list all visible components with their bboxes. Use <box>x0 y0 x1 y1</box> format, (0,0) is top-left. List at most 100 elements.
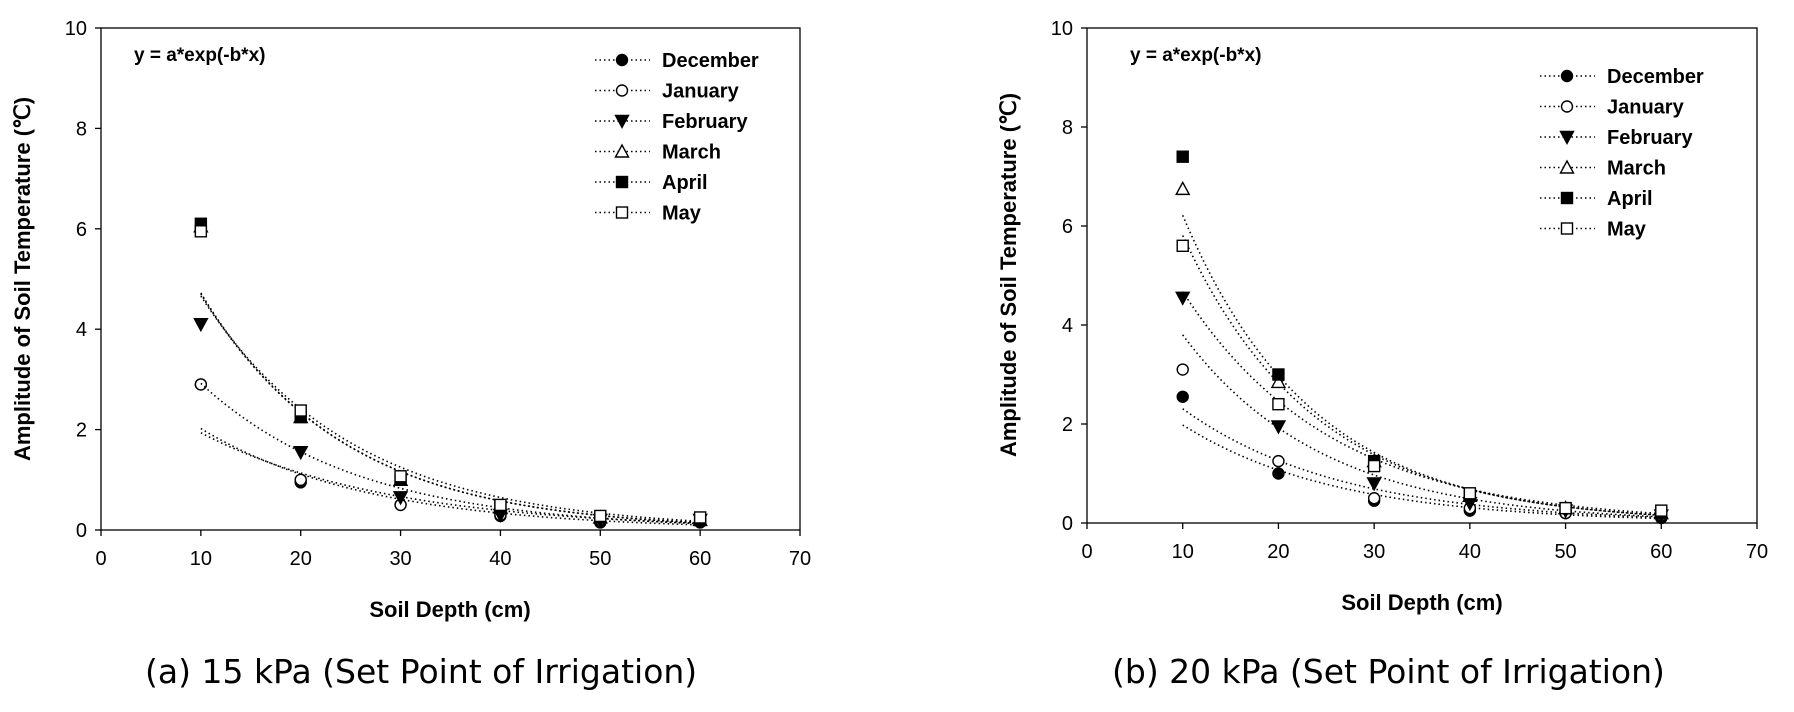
fit-curve <box>1181 235 1662 516</box>
data-point <box>294 473 307 486</box>
data-point <box>1272 398 1285 411</box>
data-point <box>1176 150 1189 163</box>
x-tick-label: 30 <box>389 548 411 570</box>
legend-marker <box>1560 191 1574 205</box>
x-axis-label: Soil Depth (cm) <box>369 597 530 622</box>
legend-item-april: April <box>595 172 708 194</box>
x-tick-label: 60 <box>1650 541 1672 563</box>
legend-marker <box>1560 100 1574 113</box>
series-january <box>1176 363 1668 522</box>
data-point <box>1463 487 1477 500</box>
legend-label: February <box>1607 127 1693 149</box>
plot-frame <box>1086 27 1758 524</box>
series-march <box>193 218 708 527</box>
data-point <box>294 404 307 417</box>
data-point <box>1655 504 1668 517</box>
equation-annotation: y = a*exp(-b*x) <box>134 45 265 66</box>
series-april <box>194 217 707 527</box>
x-axis-label: Soil Depth (cm) <box>1341 590 1502 615</box>
legend-item-may: May <box>1540 219 1647 241</box>
fit-curve <box>1182 334 1662 518</box>
caption-a: (a) 15 kPa (Set Point of Irrigation) <box>145 652 698 691</box>
legend-label: April <box>1607 188 1653 210</box>
legend-marker <box>615 53 629 67</box>
chart-b: 0 10 20 30 40 50 60 70 0 2 4 6 8 10 Soil Depth (cm) Amp… <box>996 18 1768 615</box>
chart-a: 0 10 20 30 40 50 60 70 0 2 4 6 8 10 Soil Depth (cm) Amp… <box>10 18 811 622</box>
legend-label: March <box>662 142 721 164</box>
legend-label: January <box>662 81 740 103</box>
legend-item-february: February <box>595 111 748 133</box>
data-point <box>392 491 409 506</box>
y-tick-label: 10 <box>65 18 87 40</box>
legend-marker <box>1560 69 1574 83</box>
y-tick-label: 2 <box>1062 414 1073 436</box>
y-tick-label: 10 <box>1051 18 1073 40</box>
data-point <box>1366 477 1382 492</box>
legend-marker <box>614 114 630 129</box>
x-tick-label: 0 <box>95 548 106 570</box>
legend-label: March <box>1607 158 1666 180</box>
caption-b: (b) 20 kPa (Set Point of Irrigation) <box>1112 652 1665 691</box>
x-tick-label: 70 <box>1746 541 1768 563</box>
x-tick-label: 10 <box>1172 541 1194 563</box>
y-axis-label: Amplitude of Soil Temperature (℃) <box>10 97 35 461</box>
fit-curve <box>200 293 701 524</box>
legend-label: December <box>1607 66 1704 88</box>
y-tick-label: 8 <box>76 118 87 140</box>
x-tick-label: 20 <box>290 548 312 570</box>
data-point <box>1272 368 1285 381</box>
legend-marker <box>615 175 629 189</box>
legend-label: December <box>662 50 759 72</box>
y-tick-label: 8 <box>1062 117 1073 139</box>
x-tick-label: 20 <box>1267 541 1289 563</box>
x-tick-label: 60 <box>689 548 711 570</box>
x-tick-label: 0 <box>1081 541 1092 563</box>
series-may <box>1176 239 1668 517</box>
legend-item-january: January <box>1540 97 1685 119</box>
x-tick-label: 40 <box>489 548 511 570</box>
x-tick-label: 50 <box>589 548 611 570</box>
fit-curve <box>200 295 701 523</box>
legend-item-march: March <box>1540 158 1666 180</box>
data-point <box>1176 363 1189 376</box>
y-tick-label: 6 <box>1062 216 1073 238</box>
data-point <box>1176 390 1189 403</box>
y-tick-label: 2 <box>76 420 87 442</box>
fit-curve <box>200 432 701 525</box>
data-point <box>1367 492 1381 505</box>
y-tick-label: 0 <box>76 520 87 542</box>
data-point <box>1270 420 1287 435</box>
data-point <box>594 509 607 523</box>
plot-frame <box>100 27 801 531</box>
fit-curve <box>1181 214 1662 517</box>
series-march <box>1175 180 1669 520</box>
legend-marker <box>1559 130 1575 145</box>
data-point <box>1176 239 1189 253</box>
x-tick-label: 70 <box>789 548 811 570</box>
legend-label: May <box>1607 219 1647 241</box>
fit-curve <box>200 427 701 526</box>
legend-item-may: May <box>595 203 702 225</box>
series-december <box>194 378 707 529</box>
data-point <box>1272 467 1285 480</box>
data-point <box>1367 459 1381 473</box>
legend-label: May <box>662 203 702 225</box>
legend-label: January <box>1607 97 1685 119</box>
x-tick-label: 10 <box>190 548 212 570</box>
data-point <box>194 225 208 238</box>
legend-label: April <box>662 172 708 194</box>
data-point <box>193 317 209 333</box>
data-point <box>1272 454 1285 468</box>
data-point <box>1175 180 1191 196</box>
x-tick-label: 50 <box>1554 541 1576 563</box>
data-point <box>293 445 309 461</box>
data-point <box>494 498 507 512</box>
legend-marker <box>614 143 630 158</box>
data-point <box>1559 501 1572 515</box>
legend-item-february: February <box>1540 127 1693 149</box>
legend-item-december: December <box>595 50 759 72</box>
data-point <box>394 470 407 483</box>
y-tick-label: 4 <box>76 319 87 341</box>
data-point <box>693 511 707 524</box>
